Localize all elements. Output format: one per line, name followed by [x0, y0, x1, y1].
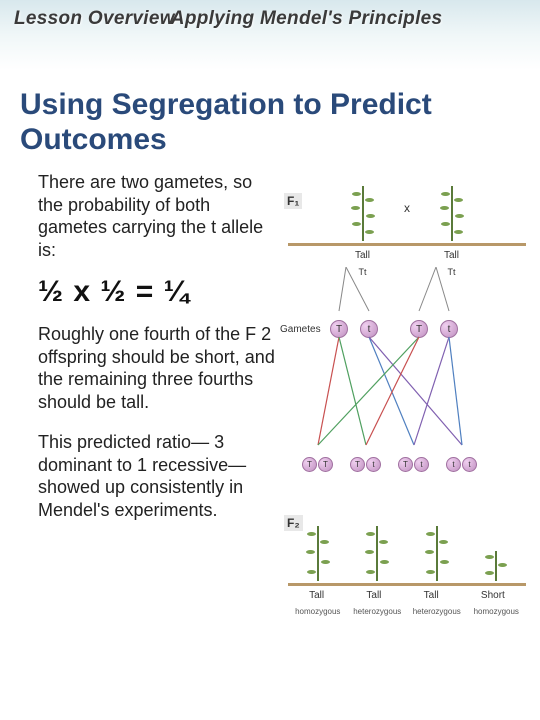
trait-label: Tall: [444, 250, 459, 261]
allele-disc: T: [302, 457, 317, 472]
allele-disc: T: [410, 320, 428, 338]
allele-disc: t: [414, 457, 429, 472]
para-ratio: Roughly one fourth of the F 2 offspring …: [38, 323, 278, 413]
allele-disc: T: [330, 320, 348, 338]
para-conclusion: This predicted ratio— 3 dominant to 1 re…: [38, 431, 278, 521]
zygosity-label: homozygous: [467, 607, 527, 616]
allele-disc: t: [360, 320, 378, 338]
cross-symbol: x: [404, 201, 410, 215]
plant-tall-icon: [424, 526, 450, 581]
f1-genotype-labels: Tt Tt: [288, 267, 526, 277]
gametes-label: Gametes: [280, 324, 321, 335]
ground-line: [288, 583, 526, 586]
text-column: There are two gametes, so the probabilit…: [38, 171, 278, 691]
trait-label: Tall: [355, 250, 370, 261]
trait-label: Tall: [309, 590, 324, 601]
gametes-row: Gametes T t T t: [288, 317, 526, 341]
plant-tall-icon: [439, 186, 465, 241]
f1-plant-row: x: [288, 171, 526, 241]
ground-line: [288, 243, 526, 246]
content-row: There are two gametes, so the probabilit…: [0, 167, 540, 691]
trait-label: Short: [481, 590, 505, 601]
allele-disc: T: [350, 457, 365, 472]
zygosity-label: homozygous: [288, 607, 348, 616]
allele-disc: t: [440, 320, 458, 338]
trait-label: Tall: [424, 590, 439, 601]
f1-trait-labels: Tall Tall: [288, 250, 526, 261]
allele-disc: T: [318, 457, 333, 472]
plant-tall-icon: [364, 526, 390, 581]
main-title: Using Segregation to Predict Outcomes: [0, 70, 540, 167]
f2-trait-labels: Tall Tall Tall Short: [288, 590, 526, 601]
mendel-diagram: F₁ x Tall Tall: [288, 171, 526, 691]
f2-genotype-discs: T T T t T t t t: [288, 457, 526, 481]
plant-short-icon: [483, 551, 509, 581]
header-band: Lesson OverviewApplying Mendel's Princip…: [0, 0, 540, 70]
zygosity-label: heterozygous: [348, 607, 408, 616]
f2-zygosity-labels: homozygous heterozygous heterozygous hom…: [288, 607, 526, 616]
plant-tall-icon: [350, 186, 376, 241]
allele-disc: T: [398, 457, 413, 472]
allele-disc: t: [366, 457, 381, 472]
allele-disc: t: [446, 457, 461, 472]
f2-plant-row: [288, 511, 526, 581]
genotype-label: Tt: [448, 267, 456, 277]
lesson-overview-label: Lesson Overview: [14, 8, 175, 29]
genotype-label: Tt: [359, 267, 367, 277]
probability-equation: ½ x ½ = ¼: [38, 275, 278, 309]
allele-disc: t: [462, 457, 477, 472]
plant-tall-icon: [305, 526, 331, 581]
subtitle-label: Applying Mendel's Principles: [171, 8, 443, 29]
zygosity-label: heterozygous: [407, 607, 467, 616]
trait-label: Tall: [366, 590, 381, 601]
para-intro: There are two gametes, so the probabilit…: [38, 171, 278, 261]
